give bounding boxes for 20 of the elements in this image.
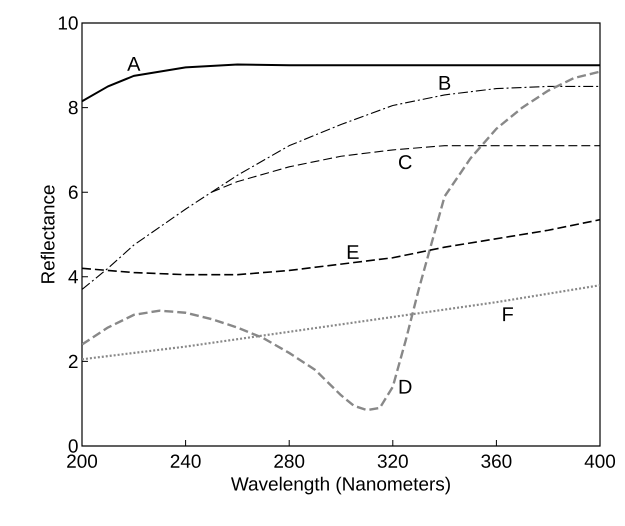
series-label: D — [400, 380, 412, 394]
series-label: E — [348, 245, 359, 259]
y-tick-label: 0 — [68, 439, 78, 453]
y-tick-label: 8 — [68, 100, 78, 114]
series-label: F — [503, 307, 513, 322]
x-tick-label: 280 — [274, 454, 304, 468]
y-tick-label: 6 — [68, 185, 78, 199]
series-label: C — [399, 155, 412, 170]
x-tick-label: 320 — [378, 454, 408, 468]
y-axis-title: Reflectance — [40, 185, 55, 283]
x-tick-label: 240 — [170, 454, 201, 468]
series-label: B — [440, 76, 450, 90]
x-tick-label: 200 — [67, 454, 98, 468]
y-tick-label: 10 — [58, 16, 78, 30]
y-tick-label: 2 — [68, 354, 78, 368]
x-tick-label: 400 — [584, 454, 616, 468]
y-tick-label: 4 — [68, 270, 78, 284]
series-label: A — [127, 56, 140, 71]
x-axis-title: Wavelength (Nanometers) — [230, 476, 450, 494]
x-tick-label: 360 — [481, 454, 512, 468]
